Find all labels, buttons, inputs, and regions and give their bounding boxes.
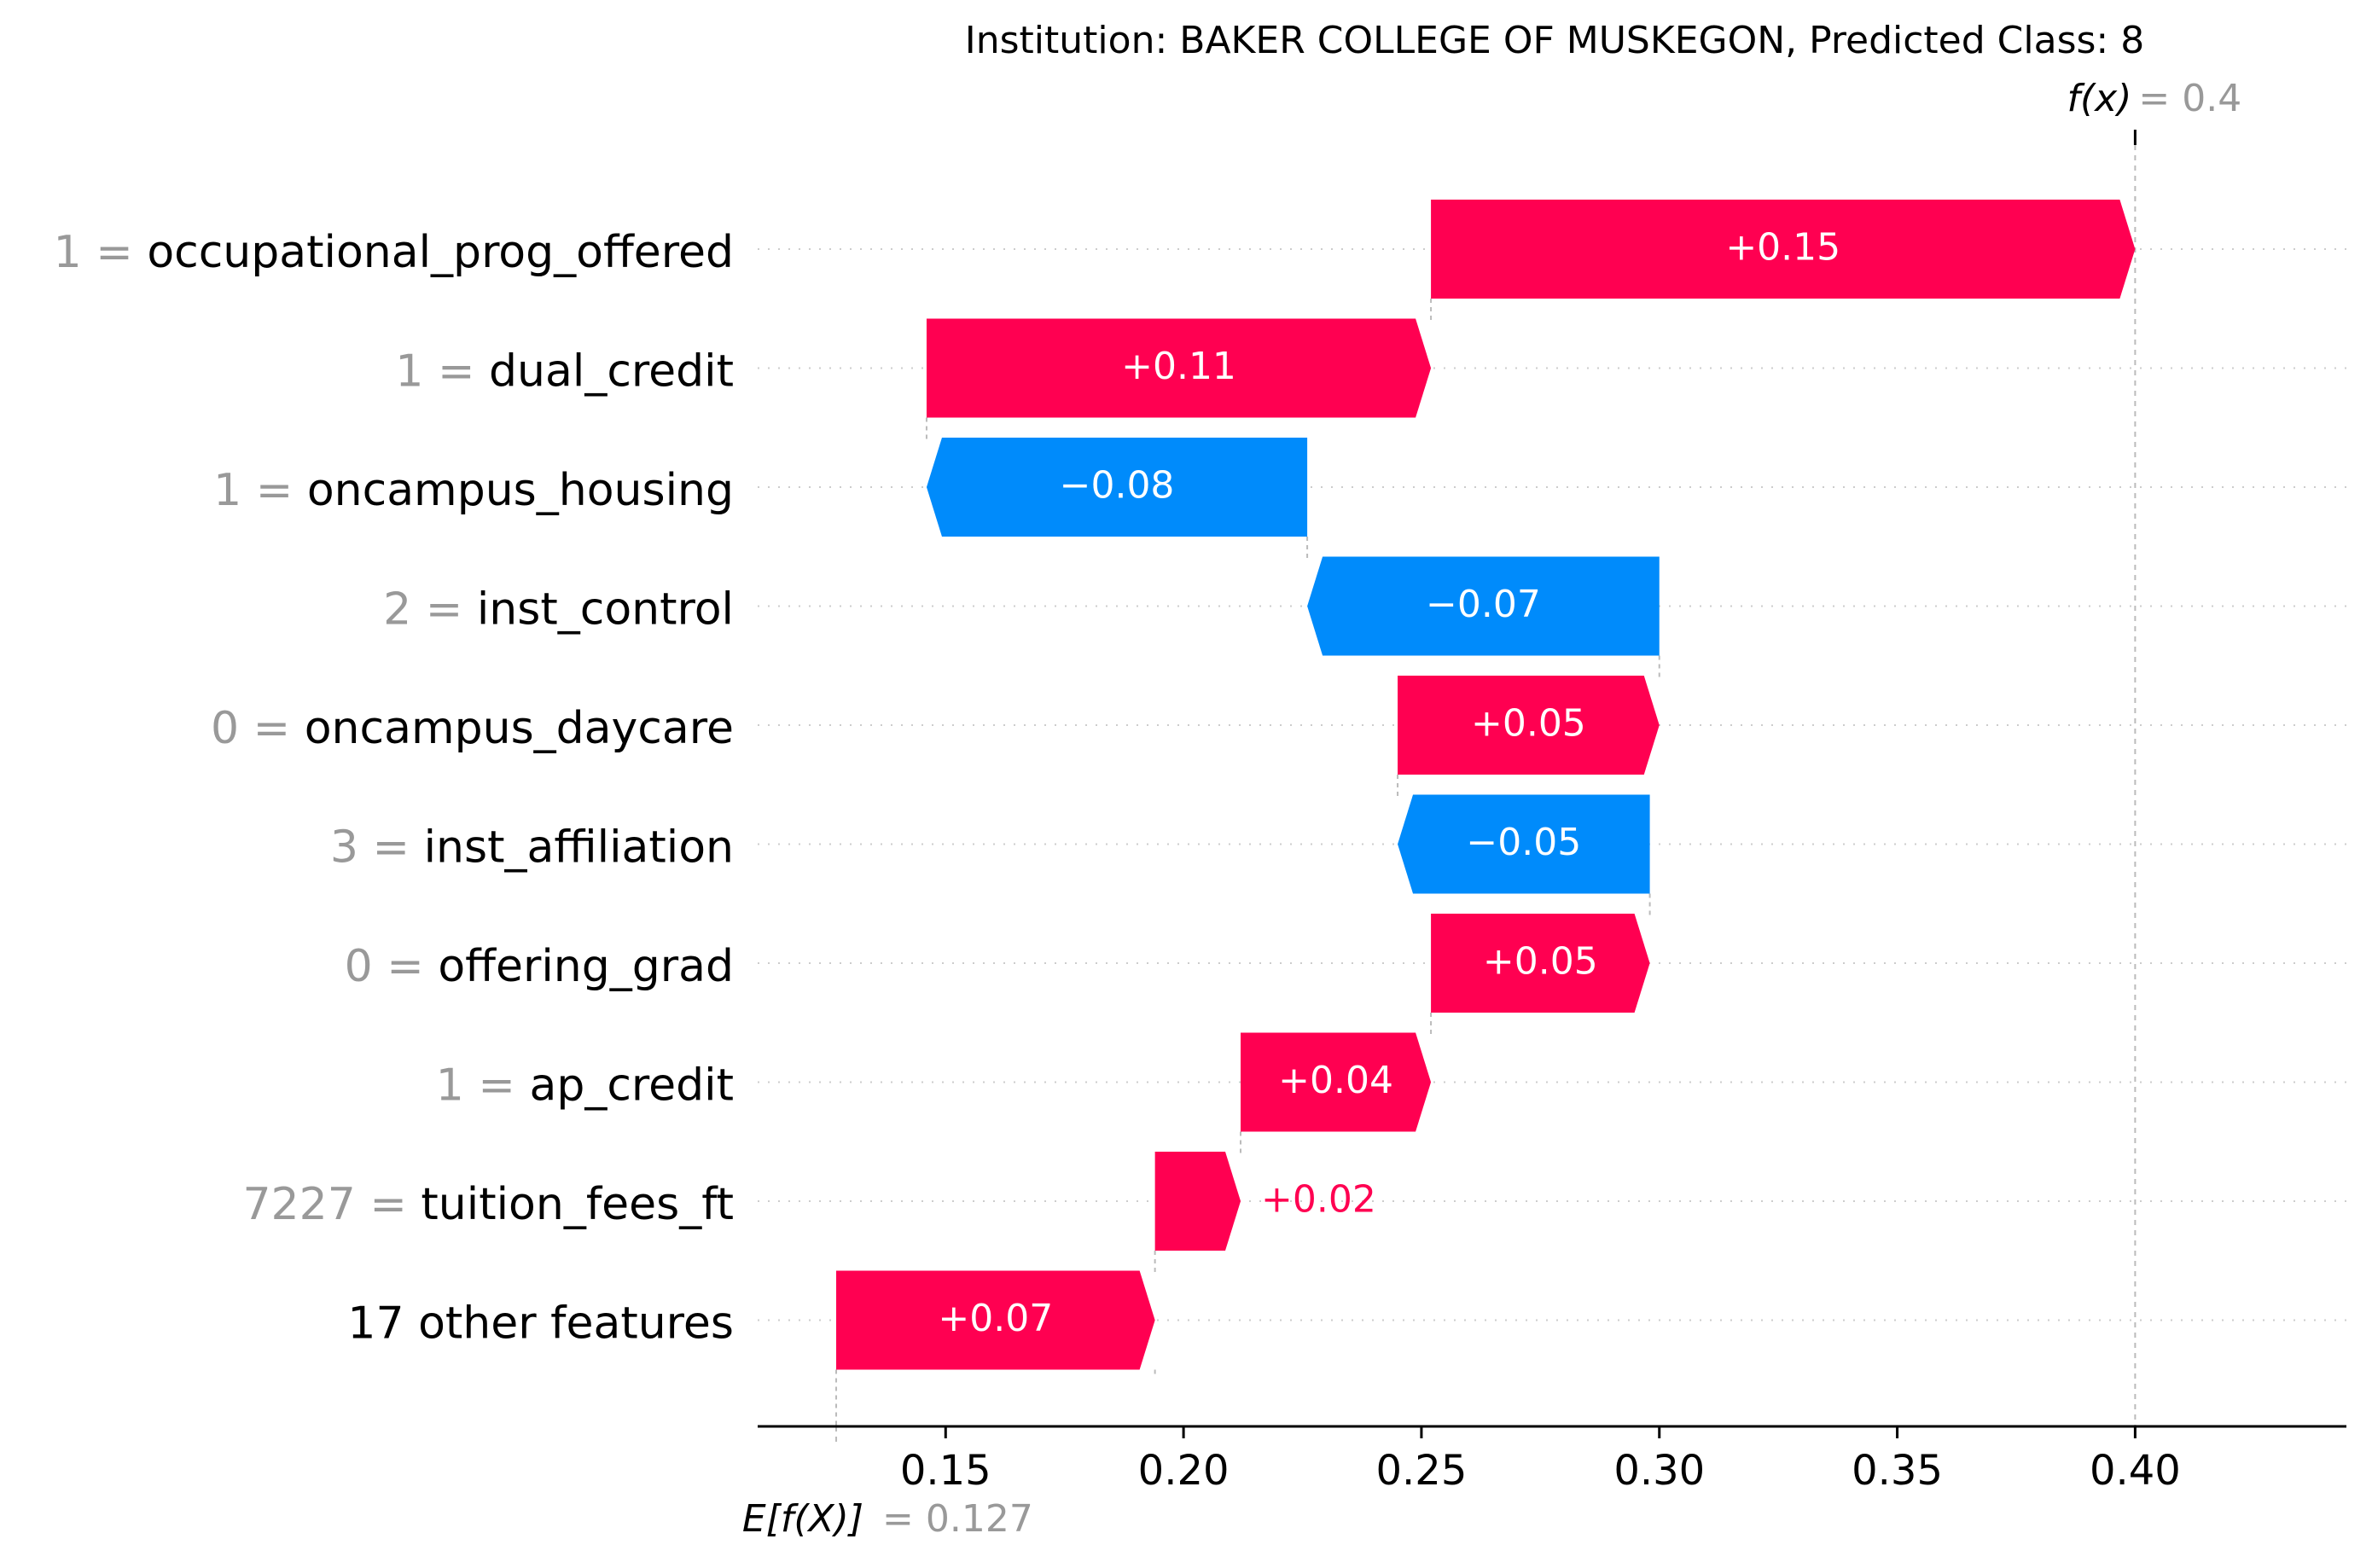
x-tick-label: 0.25 [1375, 1447, 1467, 1495]
bar-value-label: −0.07 [1426, 583, 1541, 626]
feature-value: 1 = [54, 227, 148, 278]
bar-value-label: −0.05 [1466, 821, 1581, 864]
feature-label: 1 = occupational_prog_offered [54, 227, 734, 278]
feature-name: tuition_fees_ft [421, 1179, 734, 1230]
feature-label: 0 = offering_grad [345, 941, 734, 992]
feature-label: 1 = dual_credit [395, 346, 734, 398]
feature-value: 2 = [383, 584, 477, 636]
feature-value: 3 = [330, 822, 424, 874]
bar-value-label: +0.07 [938, 1297, 1053, 1340]
negative-contribution-bar [926, 438, 1308, 537]
positive-contribution-bar [836, 1270, 1155, 1370]
x-tick-label: 0.15 [900, 1447, 991, 1495]
feature-label: 17 other features [347, 1298, 734, 1350]
feature-label: 0 = oncampus_daycare [211, 703, 734, 754]
feature-value: 1 = [213, 465, 307, 516]
negative-contribution-bar [1398, 794, 1650, 894]
feature-name: ap_credit [529, 1060, 734, 1112]
feature-label: 1 = ap_credit [436, 1060, 734, 1112]
output-value-label: f(x) [2067, 77, 2132, 120]
x-tick-label: 0.35 [1852, 1447, 1943, 1495]
feature-name: offering_grad [438, 941, 734, 992]
feature-name: occupational_prog_offered [147, 227, 734, 278]
positive-contribution-bar [1431, 914, 1650, 1013]
feature-name: dual_credit [489, 346, 734, 398]
bar-value-label: +0.05 [1483, 940, 1598, 984]
feature-value: 0 = [345, 941, 439, 992]
feature-name: oncampus_housing [307, 465, 734, 516]
bar-value-label: +0.04 [1278, 1059, 1393, 1102]
feature-label: 7227 = tuition_fees_ft [242, 1179, 734, 1230]
positive-contribution-bar [1431, 200, 2136, 299]
feature-value: 7227 = [242, 1179, 421, 1230]
x-tick-label: 0.20 [1138, 1447, 1230, 1495]
feature-label: 1 = oncampus_housing [213, 465, 734, 516]
positive-contribution-bar [926, 318, 1432, 418]
x-tick-label: 0.30 [1613, 1447, 1705, 1495]
bar-value-label: −0.08 [1060, 464, 1175, 508]
base-value-text: = 0.127 [882, 1497, 1033, 1541]
feature-label: 3 = inst_affiliation [330, 822, 734, 874]
feature-name: 17 other features [347, 1298, 734, 1350]
positive-contribution-bar [1398, 676, 1660, 775]
feature-name: inst_affiliation [424, 822, 734, 874]
positive-contribution-bar [1154, 1152, 1241, 1251]
positive-contribution-bar [1241, 1032, 1432, 1132]
x-tick-label: 0.40 [2090, 1447, 2181, 1495]
feature-name: oncampus_daycare [305, 703, 734, 754]
bar-value-label: +0.15 [1725, 226, 1840, 270]
bar-value-label: +0.11 [1121, 345, 1236, 388]
feature-value: 1 = [436, 1060, 530, 1112]
negative-contribution-bar [1307, 556, 1660, 656]
feature-label: 2 = inst_control [383, 584, 734, 636]
bar-value-label: +0.02 [1261, 1178, 1376, 1222]
chart-title: Institution: BAKER COLLEGE OF MUSKEGON, … [965, 19, 2144, 62]
output-value-text: = 0.4 [2138, 77, 2241, 120]
feature-name: inst_control [477, 584, 734, 636]
base-value-label: E[f(X)] [742, 1497, 863, 1541]
feature-value: 0 = [211, 703, 305, 754]
bar-value-label: +0.05 [1471, 702, 1586, 746]
feature-value: 1 = [395, 346, 489, 398]
